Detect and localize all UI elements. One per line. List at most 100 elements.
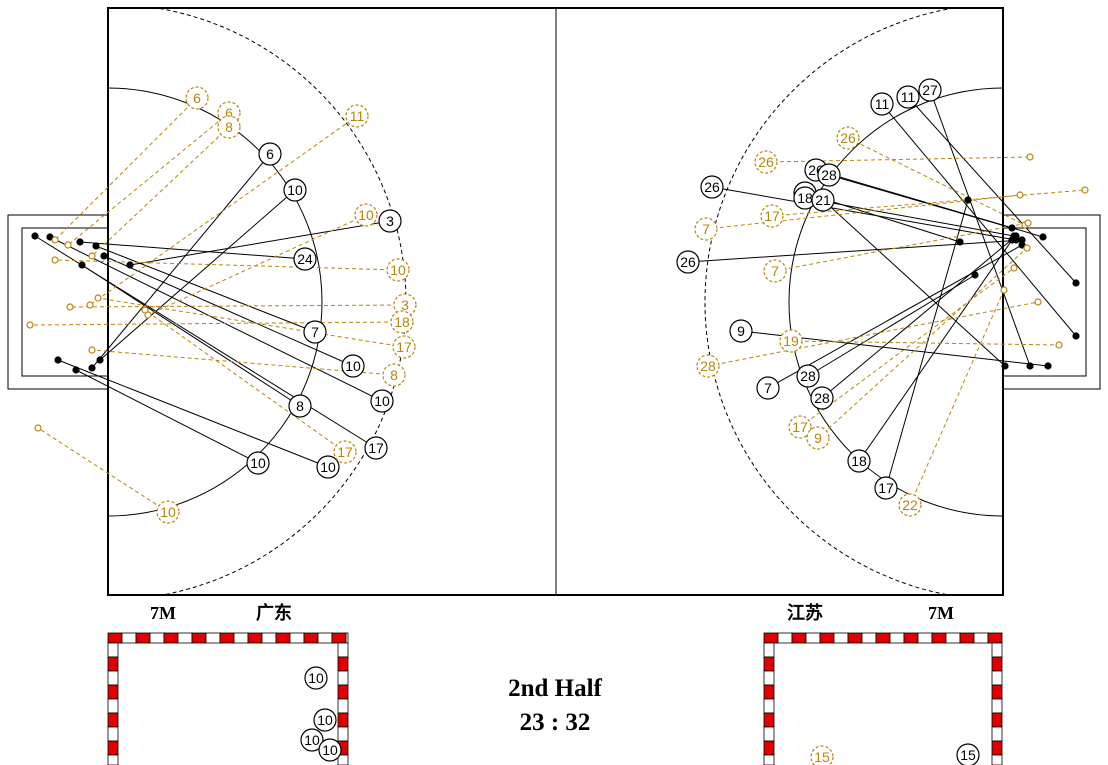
player-number: 10 xyxy=(160,504,176,520)
goal-frame-segment xyxy=(991,726,1003,742)
right-shot-marker: 19 xyxy=(779,329,803,353)
player-circle xyxy=(313,708,337,732)
goal-frame-segment xyxy=(337,726,349,742)
right-shot-line xyxy=(799,267,1015,428)
goal-frame-segment xyxy=(763,670,775,686)
goal-frame-segment xyxy=(945,632,961,644)
right-shot-line xyxy=(765,156,1031,163)
right-shot-marker: 28 xyxy=(696,354,720,378)
right-shot-marker: 9 xyxy=(806,426,830,450)
left-shot-line xyxy=(69,304,406,308)
player-circle xyxy=(156,500,180,524)
player-circle xyxy=(676,250,700,274)
right-shot-target-dot xyxy=(971,271,979,279)
player-number: 22 xyxy=(902,497,918,513)
player-number: 19 xyxy=(783,333,799,349)
left-shot-target-dot xyxy=(92,242,100,250)
right-shot-target-dot xyxy=(1026,362,1034,370)
goal-frame-segment xyxy=(337,754,349,765)
player-number: 10 xyxy=(287,182,303,198)
player-circle xyxy=(341,354,365,378)
goal-frame-segment xyxy=(931,632,947,644)
goal-frame-segment xyxy=(861,632,877,644)
goal-frame-segment xyxy=(135,632,151,644)
player-number: 18 xyxy=(851,453,867,469)
right-placement-marker: 15 xyxy=(956,743,980,765)
goal-frame-segment xyxy=(917,632,933,644)
goal-frame-segment xyxy=(337,670,349,686)
goal-frame-segment xyxy=(991,670,1003,686)
player-circle xyxy=(364,436,388,460)
right-shot-target-dot xyxy=(1072,279,1080,287)
right-shot-marker: 17 xyxy=(760,204,784,228)
player-circle xyxy=(370,389,394,413)
right-shot-marker: 22 xyxy=(898,493,922,517)
left-shot-target-dot xyxy=(144,311,152,319)
left-shot-target-dot xyxy=(46,233,54,241)
left-shot-marker: 3 xyxy=(378,209,402,233)
player-circle xyxy=(847,449,871,473)
left-shot-target-dot xyxy=(86,301,94,309)
player-number: 11 xyxy=(901,89,916,105)
left-shot-target-dot xyxy=(126,261,134,269)
left-shot-marker: 18 xyxy=(390,310,414,334)
player-circle xyxy=(390,310,414,334)
right-shot-target-dot xyxy=(1081,186,1089,194)
left-shot-marker: 6 xyxy=(185,86,209,110)
player-number: 10 xyxy=(308,670,324,686)
left-shot-marker: 10 xyxy=(341,354,365,378)
right-shot-line xyxy=(822,199,1006,367)
goal-frame-segment xyxy=(107,740,119,756)
right-shot-line xyxy=(821,235,1017,399)
player-circle xyxy=(392,335,416,359)
player-number: 26 xyxy=(758,154,774,170)
player-circle xyxy=(694,217,718,241)
player-circle xyxy=(217,115,241,139)
left-shot-marker: 7 xyxy=(303,320,327,344)
player-circle xyxy=(246,451,270,475)
player-circle xyxy=(316,455,340,479)
left-shot-target-dot xyxy=(51,236,59,244)
goal-frame-segment xyxy=(763,684,775,700)
player-number: 3 xyxy=(386,213,394,229)
goal-frame-segment xyxy=(337,656,349,672)
left-shot-line xyxy=(54,97,198,241)
player-circle xyxy=(754,150,778,174)
player-number: 17 xyxy=(764,208,780,224)
goal-frame-segment xyxy=(247,632,263,644)
left-placement-marker: 10 xyxy=(313,708,337,732)
left-shot-marker: 8 xyxy=(382,363,406,387)
goal-frame-segment xyxy=(763,754,775,765)
left-placement-marker: 10 xyxy=(318,738,342,762)
player-number: 8 xyxy=(225,119,233,135)
goal-frame-segment xyxy=(107,684,119,700)
left-shot-marker: 10 xyxy=(283,178,307,202)
right-shot-target-dot xyxy=(956,238,964,246)
left-shot-line xyxy=(34,235,377,449)
player-number: 28 xyxy=(821,167,837,183)
player-number: 10 xyxy=(304,732,320,748)
left-shot-target-dot xyxy=(94,294,102,302)
right-shot-marker: 26 xyxy=(836,126,860,150)
right-shot-marker: 27 xyxy=(918,78,942,102)
player-number: 11 xyxy=(350,108,365,124)
player-circle xyxy=(788,415,812,439)
goal-frame-segment xyxy=(107,642,119,658)
right-shot-target-dot xyxy=(1026,153,1034,161)
left-team-name: 广东 xyxy=(256,603,292,623)
player-number: 15 xyxy=(814,749,830,765)
goal-frame-segment xyxy=(205,632,221,644)
right-shot-line xyxy=(817,247,1028,439)
left-shot-line xyxy=(75,369,259,464)
left-shot-marker: 10 xyxy=(386,258,410,282)
player-circle xyxy=(810,745,834,765)
right-shot-marker: 17 xyxy=(788,415,812,439)
goal-frame-segment xyxy=(987,632,1003,644)
player-number: 11 xyxy=(875,96,890,112)
left-shot-marker: 8 xyxy=(288,394,312,418)
left-shot-line xyxy=(129,220,391,266)
player-number: 17 xyxy=(337,444,353,460)
player-circle xyxy=(817,163,841,187)
player-circle xyxy=(185,86,209,110)
